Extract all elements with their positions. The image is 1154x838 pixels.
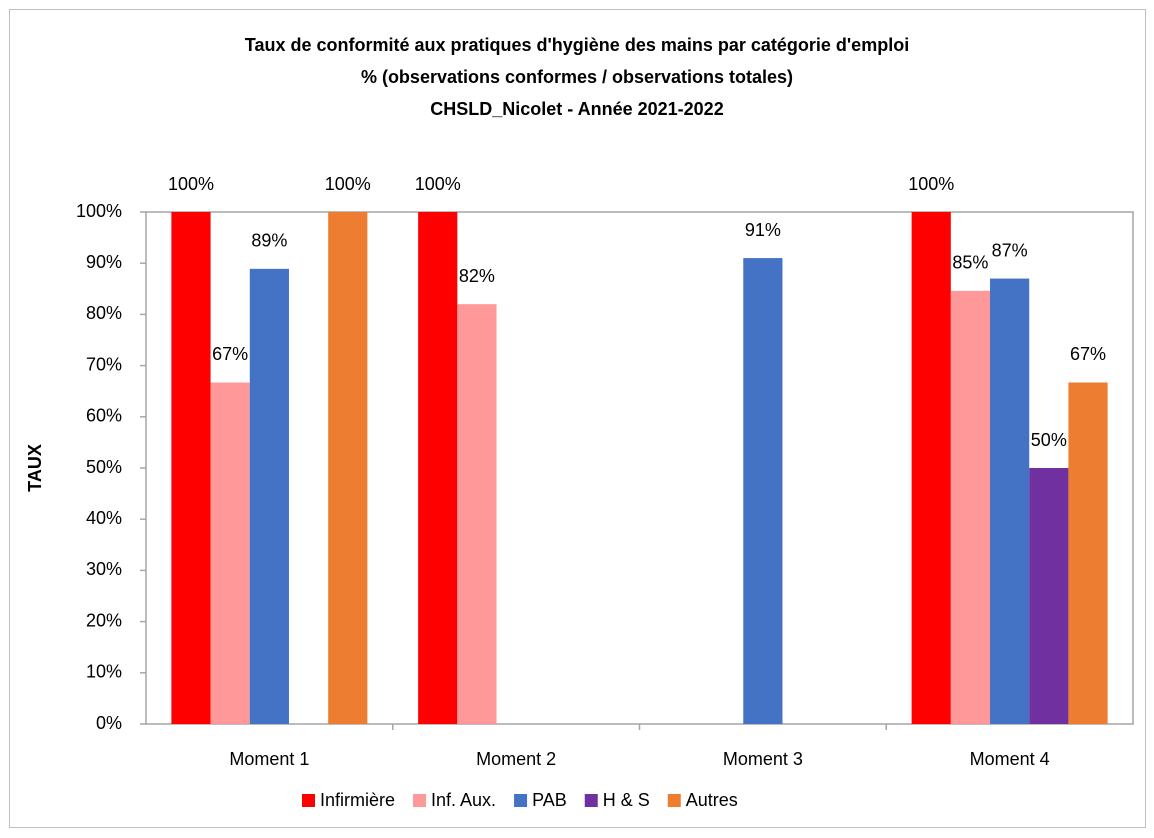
bar xyxy=(911,212,951,724)
legend-swatch xyxy=(667,794,681,807)
data-label: 50% xyxy=(1031,430,1067,450)
x-tick-label: Moment 4 xyxy=(970,749,1050,769)
y-tick-label: 30% xyxy=(86,559,122,579)
y-tick-label: 40% xyxy=(86,508,122,528)
legend-swatch xyxy=(584,794,598,807)
legend-label: Inf. Aux. xyxy=(431,790,496,810)
legend-label: Infirmière xyxy=(320,790,395,810)
y-tick-label: 100% xyxy=(76,201,122,221)
bar xyxy=(990,278,1030,724)
bar xyxy=(743,258,783,724)
legend-swatch xyxy=(413,794,427,807)
x-tick-label: Moment 1 xyxy=(229,749,309,769)
bar xyxy=(1029,468,1069,724)
data-label: 85% xyxy=(952,253,988,273)
y-tick-label: 90% xyxy=(86,252,122,272)
legend-label: H & S xyxy=(603,790,650,810)
bar xyxy=(457,304,497,724)
data-label: 89% xyxy=(251,231,287,251)
data-label: 100% xyxy=(415,174,461,194)
y-axis-label: TAUX xyxy=(25,444,45,492)
data-label: 91% xyxy=(745,220,781,240)
bar xyxy=(171,212,211,724)
chart-subtitle: % (observations conformes / observations… xyxy=(361,67,793,87)
data-label: 67% xyxy=(1070,344,1106,364)
bar xyxy=(950,290,991,724)
bar xyxy=(249,268,289,724)
bar xyxy=(418,212,458,724)
y-tick-label: 50% xyxy=(86,457,122,477)
y-tick-label: 60% xyxy=(86,406,122,426)
data-label: 100% xyxy=(325,174,371,194)
data-label: 82% xyxy=(459,266,495,286)
data-label: 100% xyxy=(168,174,214,194)
x-tick-label: Moment 3 xyxy=(723,749,803,769)
bar xyxy=(1068,382,1108,724)
legend-swatch xyxy=(302,794,315,807)
y-tick-label: 10% xyxy=(86,662,122,682)
data-label: 87% xyxy=(992,240,1028,260)
legend-label: Autres xyxy=(686,790,738,810)
legend-label: PAB xyxy=(532,790,567,810)
legend-swatch xyxy=(514,794,528,807)
chart-subtitle: CHSLD_Nicolet - Année 2021-2022 xyxy=(430,99,723,119)
data-label: 100% xyxy=(908,174,954,194)
data-label: 67% xyxy=(212,344,248,364)
x-tick-label: Moment 2 xyxy=(476,749,556,769)
chart-title: Taux de conformité aux pratiques d'hygiè… xyxy=(245,35,909,55)
bar xyxy=(328,212,368,724)
y-tick-label: 70% xyxy=(86,354,122,374)
y-tick-label: 0% xyxy=(96,713,122,733)
y-tick-label: 20% xyxy=(86,610,122,630)
bar xyxy=(210,382,250,724)
y-tick-label: 80% xyxy=(86,303,122,323)
